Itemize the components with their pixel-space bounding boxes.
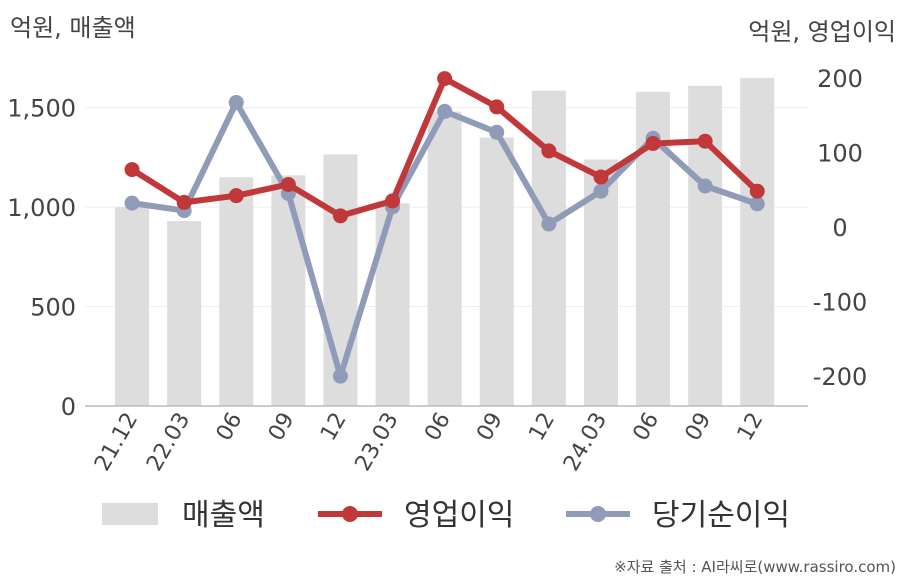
right-tick-label: 100 (817, 139, 863, 167)
category-label: 23.03 (351, 409, 404, 476)
data-point (489, 99, 505, 115)
data-point (385, 193, 401, 209)
data-point (489, 124, 505, 140)
line-series-group (124, 71, 765, 384)
data-point (124, 195, 140, 211)
data-point (749, 196, 765, 212)
category-label: 09 (472, 409, 508, 446)
data-point (593, 183, 609, 199)
data-point (332, 368, 348, 384)
bar-7 (479, 137, 514, 406)
left-tick-label: 1,500 (7, 95, 76, 123)
legend-label-operating-profit: 영업이익 (404, 498, 514, 533)
category-label: 21.12 (90, 409, 143, 476)
legend-swatch-marker (342, 506, 358, 522)
data-point (437, 103, 453, 119)
bar-0 (115, 207, 150, 406)
bar-4 (323, 154, 358, 406)
data-point (593, 169, 609, 185)
right-tick-label: 0 (832, 214, 847, 242)
data-point (697, 133, 713, 149)
right-tick-label: 200 (817, 65, 863, 93)
legend-label-sales: 매출액 (182, 498, 265, 533)
category-label: 12 (316, 409, 352, 446)
legend-swatch-sales (102, 503, 158, 525)
right-tick-label: -100 (813, 289, 867, 317)
bar-2 (219, 177, 254, 406)
line-series-0 (124, 71, 765, 224)
data-point (541, 143, 557, 159)
data-point (124, 162, 140, 178)
category-label: 06 (629, 409, 665, 446)
bar-1 (167, 221, 202, 406)
category-label: 24.03 (559, 409, 612, 476)
data-point (228, 188, 244, 204)
data-point (228, 94, 244, 110)
category-label: 12 (524, 409, 560, 446)
bar-3 (271, 175, 306, 406)
legend-swatch-marker (590, 506, 606, 522)
legend-label-net-income: 당기순이익 (652, 498, 790, 533)
legend: 매출액 영업이익 당기순이익 (102, 498, 790, 533)
data-point (332, 208, 348, 224)
category-label: 22.03 (142, 409, 195, 476)
left-tick-label: 0 (61, 393, 76, 421)
source-note: ※자료 출처 : AI라씨로(www.rassiro.com) (614, 558, 896, 576)
bar-series-sales (115, 77, 775, 407)
data-point (645, 135, 661, 151)
data-point (437, 71, 453, 87)
left-tick-label: 1,000 (7, 194, 76, 222)
right-axis-unit-label: 억원, 영업이익 (748, 18, 896, 46)
left-tick-label: 500 (30, 294, 76, 322)
right-tick-label: -200 (813, 363, 867, 391)
category-label: 06 (420, 409, 456, 446)
left-axis-unit-label: 억원, 매출액 (10, 14, 136, 42)
data-point (176, 194, 192, 210)
data-point (280, 176, 296, 192)
data-point (697, 178, 713, 194)
category-label: 06 (212, 409, 248, 446)
bar-12 (740, 77, 775, 406)
data-point (541, 216, 557, 232)
bar-5 (375, 203, 410, 406)
data-point (749, 183, 765, 199)
category-label: 09 (264, 409, 300, 446)
category-label: 09 (681, 409, 717, 446)
bar-6 (427, 111, 462, 407)
category-label: 12 (733, 409, 769, 446)
